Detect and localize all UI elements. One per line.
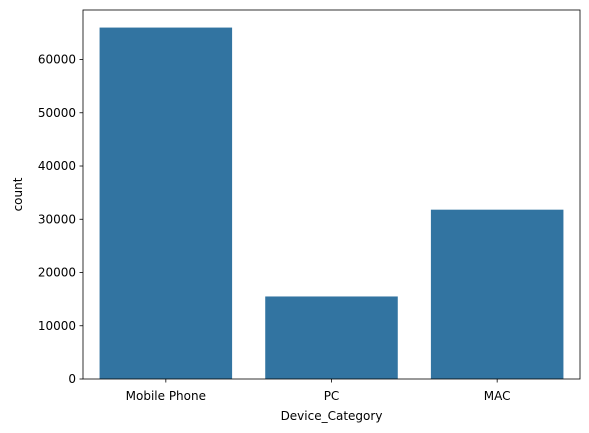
y-tick-label: 10000 (38, 319, 76, 333)
y-tick-label: 40000 (38, 159, 76, 173)
x-tick-label: PC (324, 389, 340, 403)
y-tick-label: 50000 (38, 106, 76, 120)
x-axis: Mobile Phone PC MAC (126, 379, 511, 403)
x-tick-label: MAC (484, 389, 511, 403)
y-axis-label: count (11, 177, 25, 211)
y-tick-label: 60000 (38, 53, 76, 67)
bar-mobile-phone (99, 27, 233, 379)
x-axis-label: Device_Category (281, 409, 383, 423)
plot-frame (82, 9, 581, 380)
y-tick-label: 30000 (38, 212, 76, 226)
x-tick-label: Mobile Phone (126, 389, 206, 403)
bar-mac (430, 209, 564, 379)
y-axis: 0 10000 20000 30000 40000 50000 60000 (38, 53, 83, 386)
y-tick-label: 20000 (38, 266, 76, 280)
y-tick-label: 0 (68, 372, 76, 386)
bars-group (99, 27, 564, 379)
bar-pc (265, 296, 398, 379)
